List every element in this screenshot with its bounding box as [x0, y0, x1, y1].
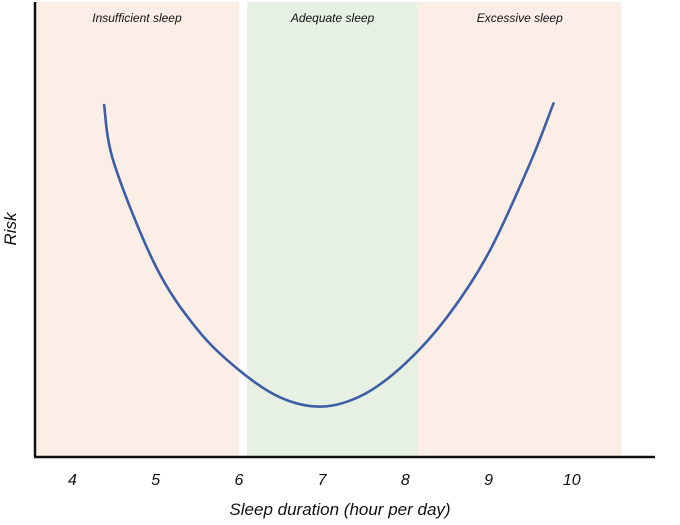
- zone-excessive-sleep: [417, 2, 622, 457]
- x-tick-label-8: 8: [401, 472, 410, 489]
- x-tick-labels: 4 5 6 7 8 9 10: [68, 472, 581, 489]
- x-tick-label-4: 4: [68, 472, 77, 489]
- x-tick-label-10: 10: [563, 472, 581, 489]
- zones-layer: [35, 2, 622, 457]
- curve-layer: [102, 101, 555, 408]
- zone-adequate-sleep: [247, 2, 418, 457]
- x-tick-label-5: 5: [151, 472, 160, 489]
- zone-label-insufficient-sleep: Insufficient sleep: [92, 11, 182, 25]
- x-tick-label-9: 9: [484, 472, 493, 489]
- zone-label-excessive-sleep: Excessive sleep: [477, 11, 563, 25]
- x-tick-label-7: 7: [318, 472, 328, 489]
- zone-label-adequate-sleep: Adequate sleep: [290, 11, 375, 25]
- risk-curve-line: [102, 101, 555, 408]
- x-axis-title: Sleep duration (hour per day): [229, 500, 450, 519]
- zone-labels-layer: Insufficient sleep Adequate sleep Excessiv…: [92, 11, 563, 25]
- y-axis-title: Risk: [1, 211, 20, 246]
- x-tick-label-6: 6: [234, 472, 243, 489]
- zone-insufficient-sleep: [35, 2, 239, 457]
